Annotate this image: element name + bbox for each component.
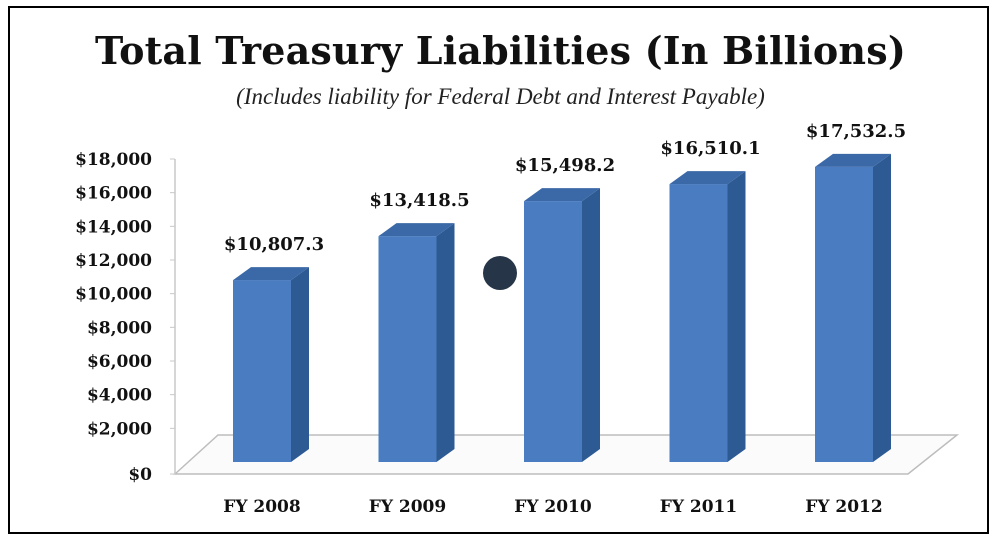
y-tick-label: $14,000 bbox=[75, 217, 152, 237]
bar-side-face bbox=[291, 267, 309, 462]
bar-side-face bbox=[582, 188, 600, 462]
bar bbox=[669, 171, 746, 462]
x-tick-label: FY 2010 bbox=[514, 497, 592, 517]
data-label: $17,532.5 bbox=[806, 121, 906, 142]
bar-top-face bbox=[815, 153, 891, 167]
y-tick-label: $8,000 bbox=[87, 318, 152, 338]
y-tick-label: $18,000 bbox=[75, 150, 152, 170]
bar bbox=[524, 188, 600, 462]
bar bbox=[815, 153, 891, 463]
y-tick-label: $4,000 bbox=[87, 386, 152, 406]
y-tick-label: $12,000 bbox=[75, 251, 152, 271]
data-label: $10,807.3 bbox=[224, 234, 324, 255]
bar-front-face bbox=[378, 236, 437, 462]
bar bbox=[378, 223, 455, 462]
bar-side-face bbox=[436, 223, 455, 462]
bar-top-face bbox=[378, 223, 455, 237]
bar-top-face bbox=[233, 267, 309, 281]
data-label: $16,510.1 bbox=[660, 138, 760, 159]
x-tick-label: FY 2008 bbox=[223, 497, 300, 517]
data-label: $13,418.5 bbox=[369, 190, 469, 211]
bar-side-face bbox=[727, 171, 746, 462]
bar-front-face bbox=[524, 201, 582, 462]
x-tick-label: FY 2012 bbox=[805, 497, 882, 517]
y-tick-label: $2,000 bbox=[87, 419, 152, 439]
chart-title: Total Treasury Liabilities (In Billions) bbox=[94, 28, 907, 73]
bar-front-face bbox=[815, 166, 873, 463]
data-label: $15,498.2 bbox=[515, 155, 615, 176]
bar-side-face bbox=[873, 153, 891, 463]
bar-top-face bbox=[524, 188, 600, 202]
y-tick-label: $16,000 bbox=[75, 184, 152, 204]
x-tick-label: FY 2009 bbox=[369, 497, 446, 517]
y-tick-label: $6,000 bbox=[87, 352, 152, 372]
bar-top-face bbox=[669, 171, 746, 185]
marker-dot bbox=[483, 256, 517, 290]
y-tick-label: $0 bbox=[128, 465, 152, 485]
chart-subtitle: (Includes liability for Federal Debt and… bbox=[236, 84, 765, 109]
bar-front-face bbox=[233, 280, 291, 462]
bar bbox=[233, 267, 309, 462]
x-tick-label: FY 2011 bbox=[660, 497, 737, 517]
y-tick-label: $10,000 bbox=[75, 285, 152, 305]
bar-front-face bbox=[669, 184, 728, 462]
